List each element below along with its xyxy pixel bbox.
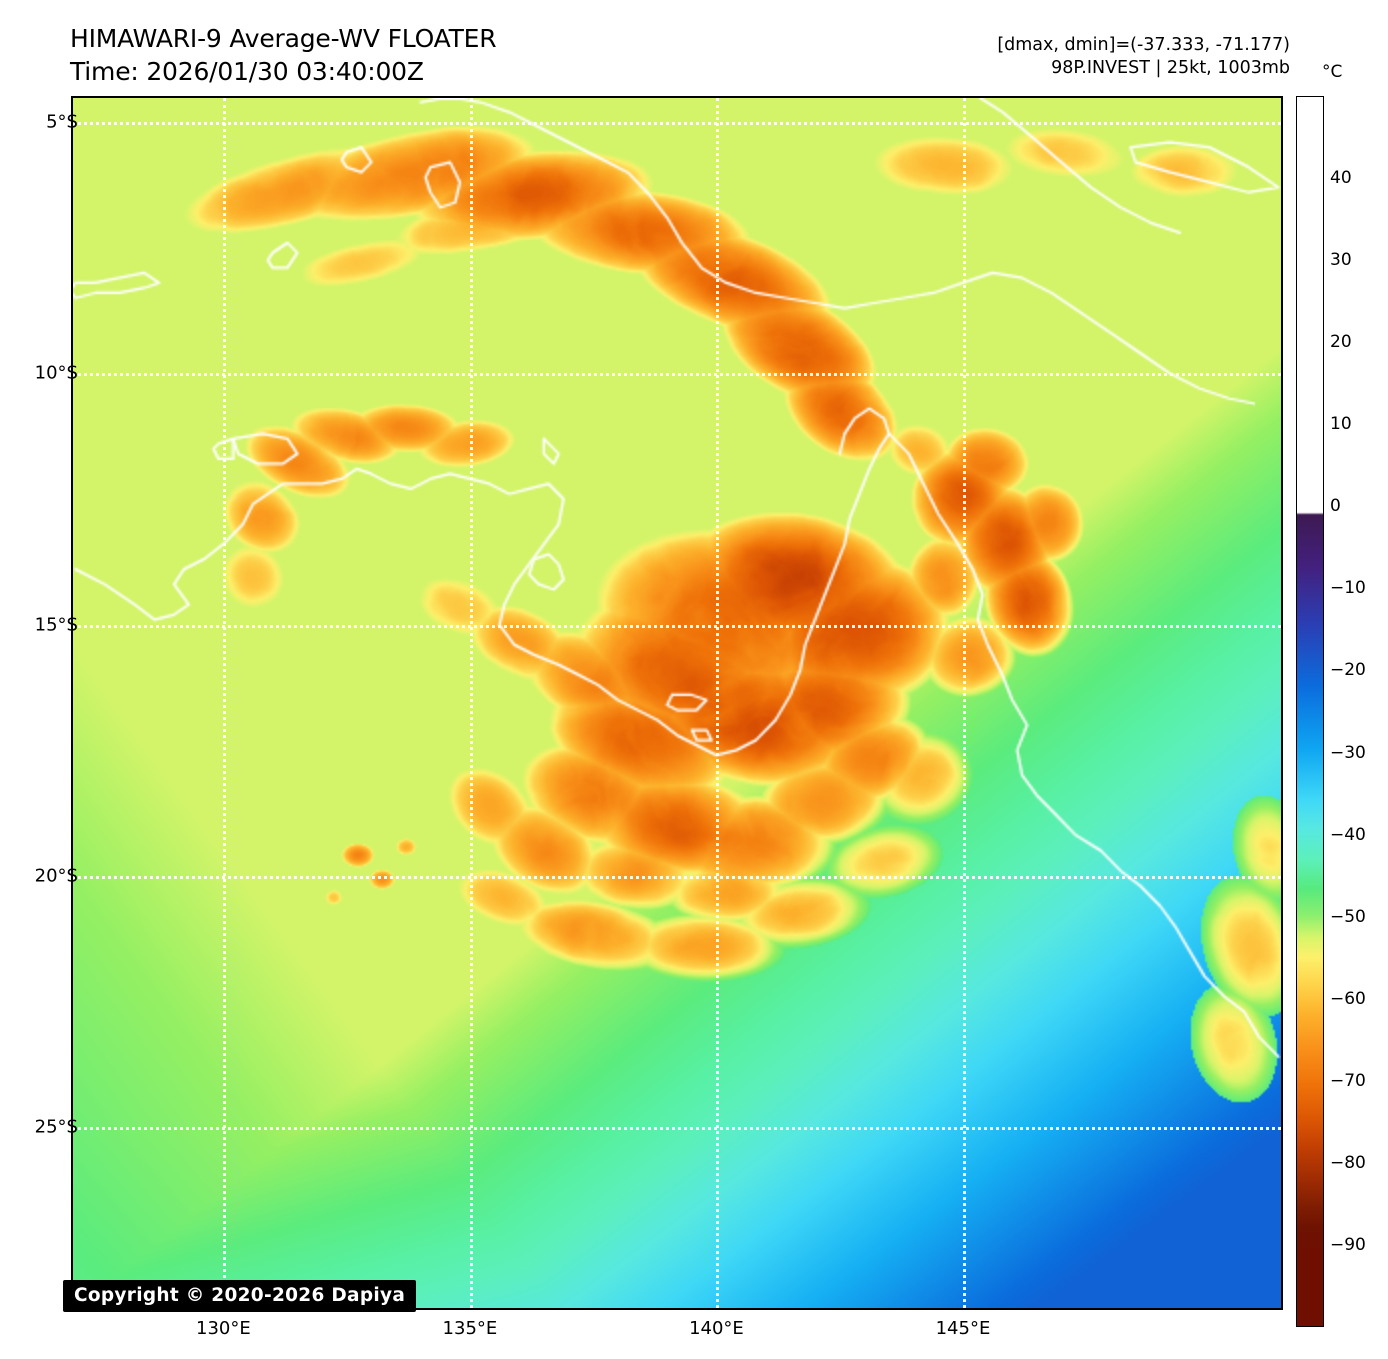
colorbar-tick-0: 0	[1330, 496, 1341, 517]
metadata-block: [dmax, dmin]=(-37.333, -71.177) 98P.INVE…	[997, 34, 1290, 80]
lon-tick-label: 130°E	[196, 1318, 251, 1339]
copyright-watermark: Copyright © 2020-2026 Dapiya	[63, 1280, 417, 1312]
colorbar-tick--20: −20	[1330, 660, 1366, 681]
colorbar-tick--70: −70	[1330, 1070, 1366, 1091]
data-range-label: [dmax, dmin]=(-37.333, -71.177)	[997, 35, 1290, 55]
lat-tick-label: 20°S	[34, 865, 78, 887]
colorbar-tick--90: −90	[1330, 1234, 1366, 1255]
colorbar-tick-40: 40	[1330, 168, 1352, 189]
lat-tick-label: 5°S	[46, 111, 78, 133]
lat-tick-label: 25°S	[34, 1116, 78, 1138]
product-title: HIMAWARI-9 Average-WV FLOATER	[70, 24, 497, 53]
lat-tick-label: 10°S	[34, 362, 78, 384]
colorbar-tick--40: −40	[1330, 824, 1366, 845]
colorbar-tick--80: −80	[1330, 1152, 1366, 1173]
lon-tick-label: 140°E	[689, 1318, 744, 1339]
colorbar-unit-label: °C	[1322, 62, 1343, 82]
satellite-map[interactable]	[71, 96, 1283, 1310]
lon-tick-label: 135°E	[442, 1318, 498, 1339]
lon-tick-label: 145°E	[935, 1318, 991, 1339]
page-title: HIMAWARI-9 Average-WV FLOATER Time: 2026…	[70, 22, 497, 88]
colorbar-tick--50: −50	[1330, 906, 1366, 927]
storm-info-label: 98P.INVEST | 25kt, 1003mb	[1051, 58, 1290, 78]
colorbar-tick--60: −60	[1330, 988, 1366, 1009]
colorbar-tick-30: 30	[1330, 250, 1352, 271]
colorbar[interactable]	[1296, 96, 1324, 1327]
satellite-imagery-canvas	[73, 98, 1281, 1308]
colorbar-tick--10: −10	[1330, 578, 1366, 599]
colorbar-tick--30: −30	[1330, 742, 1366, 763]
colorbar-tick-10: 10	[1330, 414, 1352, 435]
timestamp-label: Time: 2026/01/30 03:40:00Z	[70, 57, 424, 86]
colorbar-gradient	[1296, 96, 1324, 1327]
lat-tick-label: 15°S	[34, 614, 78, 636]
colorbar-tick-20: 20	[1330, 332, 1352, 353]
